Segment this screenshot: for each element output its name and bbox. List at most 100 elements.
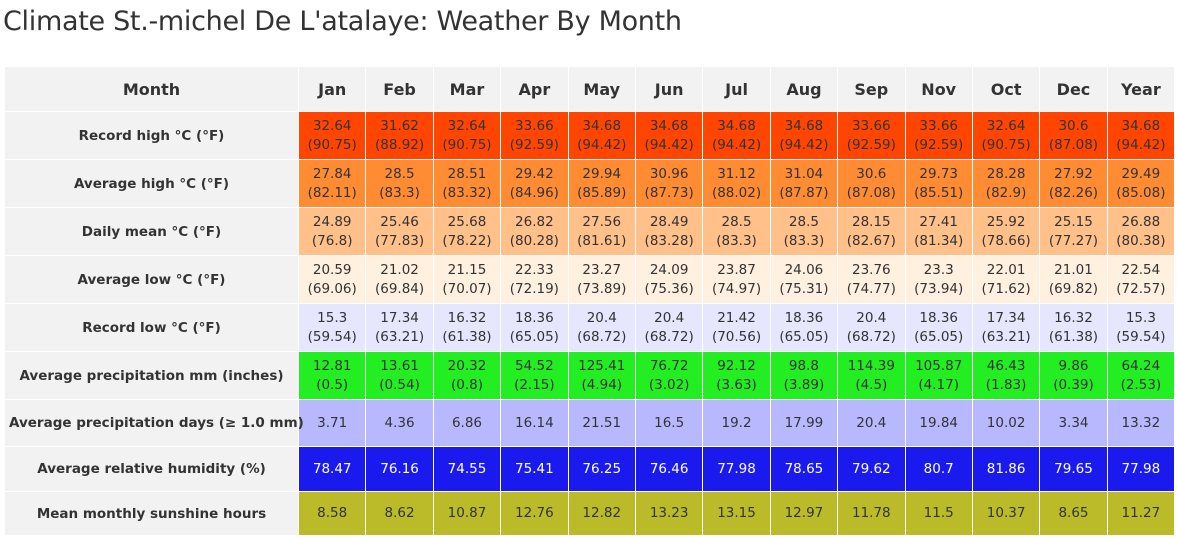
cell-value-secondary: (87.87) xyxy=(779,184,829,201)
cell-value: 8.62 xyxy=(384,505,415,521)
cell-value: 13.61 xyxy=(380,357,419,374)
table-cell: 10.37 xyxy=(971,491,1041,536)
cell-value-secondary: (94.42) xyxy=(1116,136,1166,153)
cell-value: 25.15 xyxy=(1054,213,1093,230)
table-cell: 76.46 xyxy=(634,446,704,492)
cell-value-secondary: (72.57) xyxy=(1116,280,1166,297)
cell-value-secondary: (75.36) xyxy=(644,280,694,297)
table-cell: 64.24 (2.53) xyxy=(1106,351,1176,400)
cell-value: 29.94 xyxy=(582,165,622,182)
cell-value: 114.39 xyxy=(847,357,895,374)
table-cell: 17.99 xyxy=(769,399,839,447)
climate-table: Month Jan Feb Mar Apr May Jun Jul Aug Sep Nov Oct D… xyxy=(4,66,1176,536)
table-cell: 20.4 (68.72) xyxy=(634,303,704,352)
cell-value: 78.65 xyxy=(784,460,824,477)
cell-value: 105.87 xyxy=(915,357,963,374)
cell-value-secondary: (88.02) xyxy=(711,184,762,201)
cell-value: 12.82 xyxy=(582,505,622,521)
table-cell: 19.84 xyxy=(904,399,973,447)
cell-value: 31.04 xyxy=(784,165,824,182)
cell-value: 12.76 xyxy=(515,505,554,521)
column-header: Jan xyxy=(297,66,367,112)
cell-value-secondary: (82.9) xyxy=(985,184,1027,201)
row-label: Mean monthly sunshine hours xyxy=(4,491,299,536)
table-cell: 79.62 xyxy=(837,446,906,492)
table-cell: 46.43 (1.83) xyxy=(971,351,1041,400)
cell-value-secondary: (77.27) xyxy=(1048,232,1099,249)
cell-value: 81.86 xyxy=(986,460,1026,477)
table-cell: 31.62 (88.92) xyxy=(365,111,434,160)
table-cell: 29.49 (85.08) xyxy=(1106,159,1176,208)
table-cell: 25.92 (78.66) xyxy=(971,207,1041,256)
table-cell: 17.34 (63.21) xyxy=(971,303,1041,352)
table-cell: 8.62 xyxy=(365,491,434,536)
cell-value-secondary: (59.54) xyxy=(1116,328,1166,345)
cell-value: 19.84 xyxy=(919,414,959,431)
cell-value: 21.15 xyxy=(447,261,487,278)
table-cell: 10.02 xyxy=(971,399,1041,447)
cell-value: 27.56 xyxy=(582,213,622,230)
table-header-row: Month Jan Feb Mar Apr May Jun Jul Aug Sep Nov Oct D… xyxy=(4,66,1176,112)
table-cell: 25.46 (77.83) xyxy=(365,207,434,256)
table-cell: 20.59 (69.06) xyxy=(297,255,367,304)
cell-value-secondary: (90.75) xyxy=(981,136,1031,153)
table-cell: 32.64 (90.75) xyxy=(432,111,502,160)
cell-value-secondary: (70.07) xyxy=(442,280,492,297)
table-cell: 11.5 xyxy=(904,491,973,536)
table-cell: 24.06 (75.31) xyxy=(769,255,839,304)
table-cell: 17.34 (63.21) xyxy=(365,303,434,352)
cell-value: 8.58 xyxy=(317,505,348,521)
cell-value-secondary: (70.56) xyxy=(711,328,762,345)
cell-value-secondary: (75.31) xyxy=(779,280,829,297)
table-cell: 21.42 (70.56) xyxy=(702,303,771,352)
table-cell: 34.68 (94.42) xyxy=(702,111,771,160)
cell-value: 11.5 xyxy=(923,505,954,521)
table-cell: 24.89 (76.8) xyxy=(297,207,367,256)
cell-value: 20.32 xyxy=(447,357,487,374)
cell-value-secondary: (83.3) xyxy=(716,232,757,249)
cell-value: 24.06 xyxy=(784,261,824,278)
cell-value: 23.76 xyxy=(851,261,891,278)
cell-value: 25.68 xyxy=(447,213,487,230)
cell-value: 54.52 xyxy=(515,357,554,374)
cell-value: 31.62 xyxy=(380,117,419,134)
page-title: Climate St.-michel De L'atalaye: Weather… xyxy=(3,6,682,37)
table-cell: 92.12 (3.63) xyxy=(702,351,771,400)
cell-value: 10.02 xyxy=(986,414,1026,431)
table-cell: 9.86 (0.39) xyxy=(1039,351,1108,400)
column-header: Mar xyxy=(432,66,502,112)
cell-value: 25.46 xyxy=(380,213,419,230)
cell-value: 34.68 xyxy=(717,117,756,134)
table-cell: 23.27 (73.89) xyxy=(567,255,636,304)
cell-value: 11.78 xyxy=(851,505,891,521)
table-cell: 23.76 (74.77) xyxy=(837,255,906,304)
table-cell: 15.3 (59.54) xyxy=(297,303,367,352)
table-cell: 34.68 (94.42) xyxy=(634,111,704,160)
cell-value-secondary: (73.94) xyxy=(914,280,964,297)
cell-value: 21.02 xyxy=(380,261,419,278)
cell-value: 16.14 xyxy=(515,414,554,431)
cell-value: 16.32 xyxy=(1054,309,1093,326)
cell-value: 27.84 xyxy=(312,165,352,182)
cell-value-secondary: (61.38) xyxy=(1048,328,1099,345)
table-cell: 28.49 (83.28) xyxy=(634,207,704,256)
cell-value: 15.3 xyxy=(317,309,348,326)
table-cell: 18.36 (65.05) xyxy=(904,303,973,352)
table-cell: 21.51 xyxy=(567,399,636,447)
table-cell: 30.96 (87.73) xyxy=(634,159,704,208)
cell-value-secondary: (94.42) xyxy=(577,136,627,153)
cell-value: 76.46 xyxy=(649,460,689,477)
table-cell: 19.2 xyxy=(702,399,771,447)
table-cell: 28.28 (82.9) xyxy=(971,159,1041,208)
table-cell: 12.81 (0.5) xyxy=(297,351,367,400)
cell-value: 18.36 xyxy=(515,309,554,326)
cell-value: 13.32 xyxy=(1121,414,1161,431)
cell-value-secondary: (2.15) xyxy=(514,376,555,393)
cell-value: 22.01 xyxy=(986,261,1026,278)
table-cell: 30.6 (87.08) xyxy=(837,159,906,208)
cell-value-secondary: (63.21) xyxy=(981,328,1031,345)
table-cell: 3.34 xyxy=(1039,399,1108,447)
table-row: Average low °C (°F) 20.59 (69.06) 21.02 (69.… xyxy=(4,255,1176,304)
table-row: Average precipitation mm (inches) 12.81 (0… xyxy=(4,351,1176,400)
table-cell: 22.54 (72.57) xyxy=(1106,255,1176,304)
